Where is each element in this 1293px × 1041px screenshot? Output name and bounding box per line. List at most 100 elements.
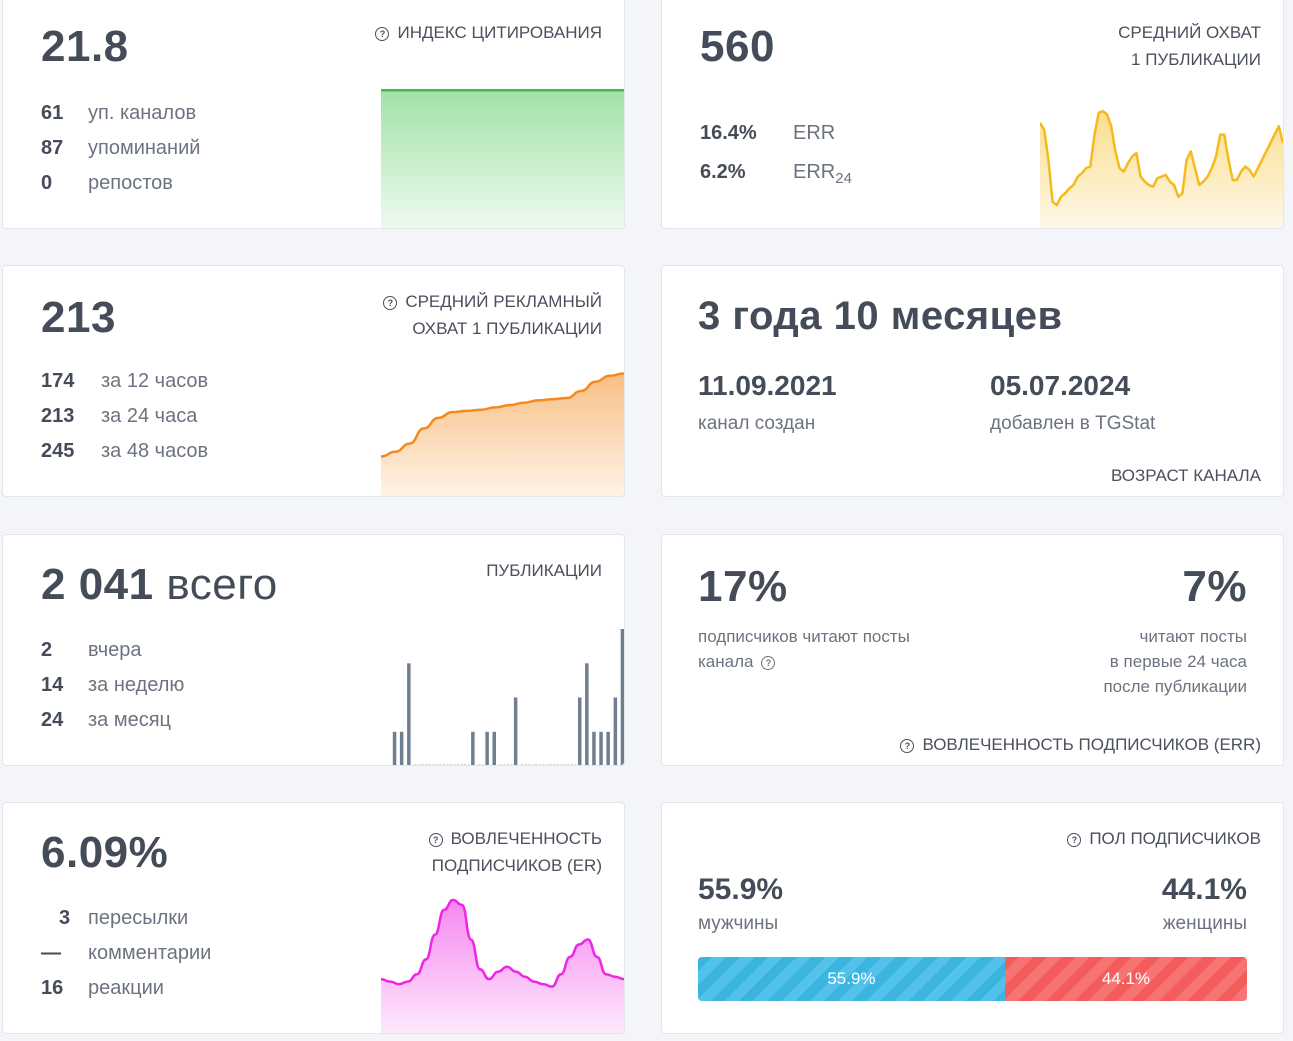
created-label: канал создан <box>698 413 816 434</box>
added-date: 05.07.2024 <box>990 370 1131 401</box>
chart-series-line <box>381 372 624 458</box>
bar <box>613 697 618 765</box>
err-stat: 16.4% ERR <box>700 116 835 151</box>
stat-label: репостов <box>88 172 173 194</box>
citation-stat: 87 упоминаний <box>41 131 200 166</box>
stat-number: 0 <box>41 172 53 194</box>
bar <box>606 731 610 765</box>
ad-reach-stat: 174 за 12 часов <box>41 364 208 399</box>
help-icon[interactable]: ? <box>761 656 776 670</box>
label-line: после публикации <box>1103 677 1247 696</box>
ad-reach-card: 213 ? СРЕДНИЙ РЕКЛАМНЫЙ ОХВАТ 1 ПУБЛИКАЦИ… <box>2 265 625 497</box>
citation-index-title[interactable]: ? ИНДЕКС ЦИТИРОВАНИЯ <box>375 19 602 46</box>
female-value: 44.1% <box>1161 873 1247 906</box>
err24-stat: 6.2% ERR24 <box>700 155 852 196</box>
err-right-label: читают посты в первые 24 часа после публ… <box>1103 624 1247 699</box>
er-stat: 3 пересылки <box>41 901 188 936</box>
citation-area-fill <box>381 89 624 228</box>
ad-reach-stat: 213 за 24 часа <box>41 399 197 434</box>
bar <box>513 697 518 765</box>
stat-label: за 24 часа <box>101 405 198 427</box>
err-title-text: ВОВЛЕЧЕННОСТЬ ПОДПИСЧИКОВ (ERR) <box>922 735 1261 754</box>
title-line: ПОДПИСЧИКОВ (ER) <box>431 856 602 875</box>
stat-label: за месяц <box>88 709 172 731</box>
chart-area-fill <box>381 373 624 496</box>
stat-number: 87 <box>41 137 64 159</box>
publications-stat: 24 за месяц <box>41 703 171 738</box>
title-line: 1 ПУБЛИКАЦИИ <box>1131 50 1261 69</box>
added-label: добавлен в TGStat <box>990 413 1156 434</box>
gender-title[interactable]: ? ПОЛ ПОДПИСЧИКОВ <box>1067 825 1261 852</box>
stat-number: 61 <box>41 102 64 124</box>
help-icon[interactable]: ? <box>1067 833 1082 847</box>
err24-label-sub: 24 <box>835 170 852 187</box>
stat-number: 2 <box>41 639 53 661</box>
er-line-chart <box>381 898 624 1033</box>
average-reach-value: 560 <box>700 22 775 71</box>
chart-area-fill <box>1040 111 1283 228</box>
err24-label-main: ERR <box>793 161 836 183</box>
gender-card: ? ПОЛ ПОДПИСЧИКОВ 55.9% мужчины 44.1% жен… <box>661 802 1284 1034</box>
er-stat: 16 реакции <box>41 971 164 1006</box>
stat-label: за неделю <box>88 674 185 696</box>
publications-total-suffix: всего <box>166 560 278 609</box>
chart-area-fill <box>381 900 624 1033</box>
citation-index-title-text: ИНДЕКС ЦИТИРОВАНИЯ <box>397 23 602 42</box>
chart-series-line <box>1040 109 1283 207</box>
gender-bar-male: 55.9% <box>698 957 1005 1001</box>
stat-number: 174 <box>41 370 75 392</box>
ad-reach-value: 213 <box>41 293 116 342</box>
stat-label: за 48 часов <box>101 440 209 462</box>
stat-label: ERR <box>793 122 836 144</box>
help-icon[interactable]: ? <box>428 833 443 847</box>
publications-card: 2 041 всего ПУБЛИКАЦИИ 2 вчера 14 за недел… <box>2 534 625 766</box>
stat-number: 3 <box>58 907 71 929</box>
bar <box>585 663 589 765</box>
channel-age-title: ВОЗРАСТ КАНАЛА <box>1111 466 1261 485</box>
stat-number: 6.2% <box>700 161 746 183</box>
citation-index-value: 21.8 <box>41 22 129 71</box>
title-line: ОХВАТ 1 ПУБЛИКАЦИИ <box>412 319 602 338</box>
average-reach-title: СРЕДНИЙ ОХВАТ 1 ПУБЛИКАЦИИ <box>1118 19 1261 73</box>
publications-bar-chart <box>392 629 624 765</box>
stat-number: 213 <box>41 405 75 427</box>
help-icon[interactable]: ? <box>383 296 398 310</box>
ad-reach-stat: 245 за 48 часов <box>41 434 208 469</box>
publications-total-number: 2 041 <box>41 560 154 609</box>
label-line: читают посты <box>1139 627 1247 646</box>
bar <box>407 663 411 765</box>
er-value: 6.09% <box>41 828 169 877</box>
bar <box>492 731 496 765</box>
er-title[interactable]: ? ВОВЛЕЧЕННОСТЬ ПОДПИСЧИКОВ (ER) <box>428 825 602 879</box>
chart-series-line <box>381 898 624 988</box>
stat-number: 16.4% <box>700 122 757 144</box>
channel-age-value: 3 года 10 месяцев <box>698 294 1063 338</box>
title-line: СРЕДНИЙ ОХВАТ <box>1118 23 1261 42</box>
male-value: 55.9% <box>698 873 784 906</box>
stat-label: реакции <box>88 977 164 999</box>
stat-label: уп. каналов <box>88 102 197 124</box>
female-label: женщины <box>1162 913 1247 934</box>
label-line: канала <box>698 652 754 671</box>
stat-number: 24 <box>41 709 64 731</box>
gender-title-text: ПОЛ ПОДПИСЧИКОВ <box>1089 829 1261 848</box>
stat-number: — <box>41 942 61 964</box>
bar <box>392 731 397 765</box>
gender-bar: 55.9% 44.1% <box>698 957 1247 1001</box>
stat-label: пересылки <box>88 907 189 929</box>
err-title[interactable]: ? ВОВЛЕЧЕННОСТЬ ПОДПИСЧИКОВ (ERR) <box>900 731 1261 758</box>
citation-stat: 61 уп. каналов <box>41 96 196 131</box>
publications-total: 2 041 всего <box>41 563 278 607</box>
help-icon[interactable]: ? <box>900 739 915 753</box>
created-date: 11.09.2021 <box>698 370 837 401</box>
stat-label: упоминаний <box>88 137 201 159</box>
stat-label: ERR24 <box>793 161 852 187</box>
bar <box>485 731 489 765</box>
stat-label: за 12 часов <box>101 370 209 392</box>
err-left-value: 17% <box>698 562 788 611</box>
gender-bar-female: 44.1% <box>1004 957 1247 1001</box>
ad-reach-title[interactable]: ? СРЕДНИЙ РЕКЛАМНЫЙ ОХВАТ 1 ПУБЛИКАЦИИ <box>383 288 602 342</box>
help-icon[interactable]: ? <box>375 27 390 41</box>
average-reach-card: 560 СРЕДНИЙ ОХВАТ 1 ПУБЛИКАЦИИ 16.4% ERR … <box>661 0 1284 229</box>
